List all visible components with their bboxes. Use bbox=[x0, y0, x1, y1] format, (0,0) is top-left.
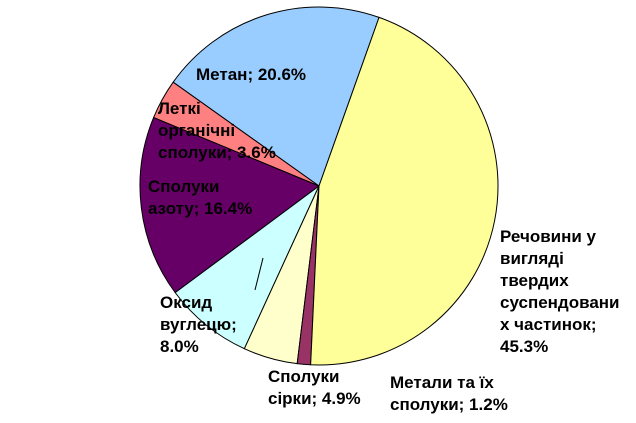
data-label: Речовини у вигляді твердих суспендовани … bbox=[500, 227, 620, 356]
pie-slice bbox=[172, 6, 380, 187]
data-label: Сполуки азоту; 16.4% bbox=[148, 177, 253, 218]
pie-slice bbox=[310, 16, 499, 366]
data-label: Метали та їх сполуки; 1.2% bbox=[390, 373, 508, 414]
pie-slice bbox=[174, 185, 320, 350]
data-label: Леткі органічні сполуки; 3.6% bbox=[158, 99, 276, 162]
data-label: Метан; 20.6% bbox=[196, 65, 307, 84]
leader-line bbox=[254, 257, 264, 291]
pie-slice bbox=[139, 116, 321, 294]
data-label: Сполуки сірки; 4.9% bbox=[268, 367, 361, 408]
data-label: Оксид вуглецю; 8.0% bbox=[160, 293, 237, 356]
